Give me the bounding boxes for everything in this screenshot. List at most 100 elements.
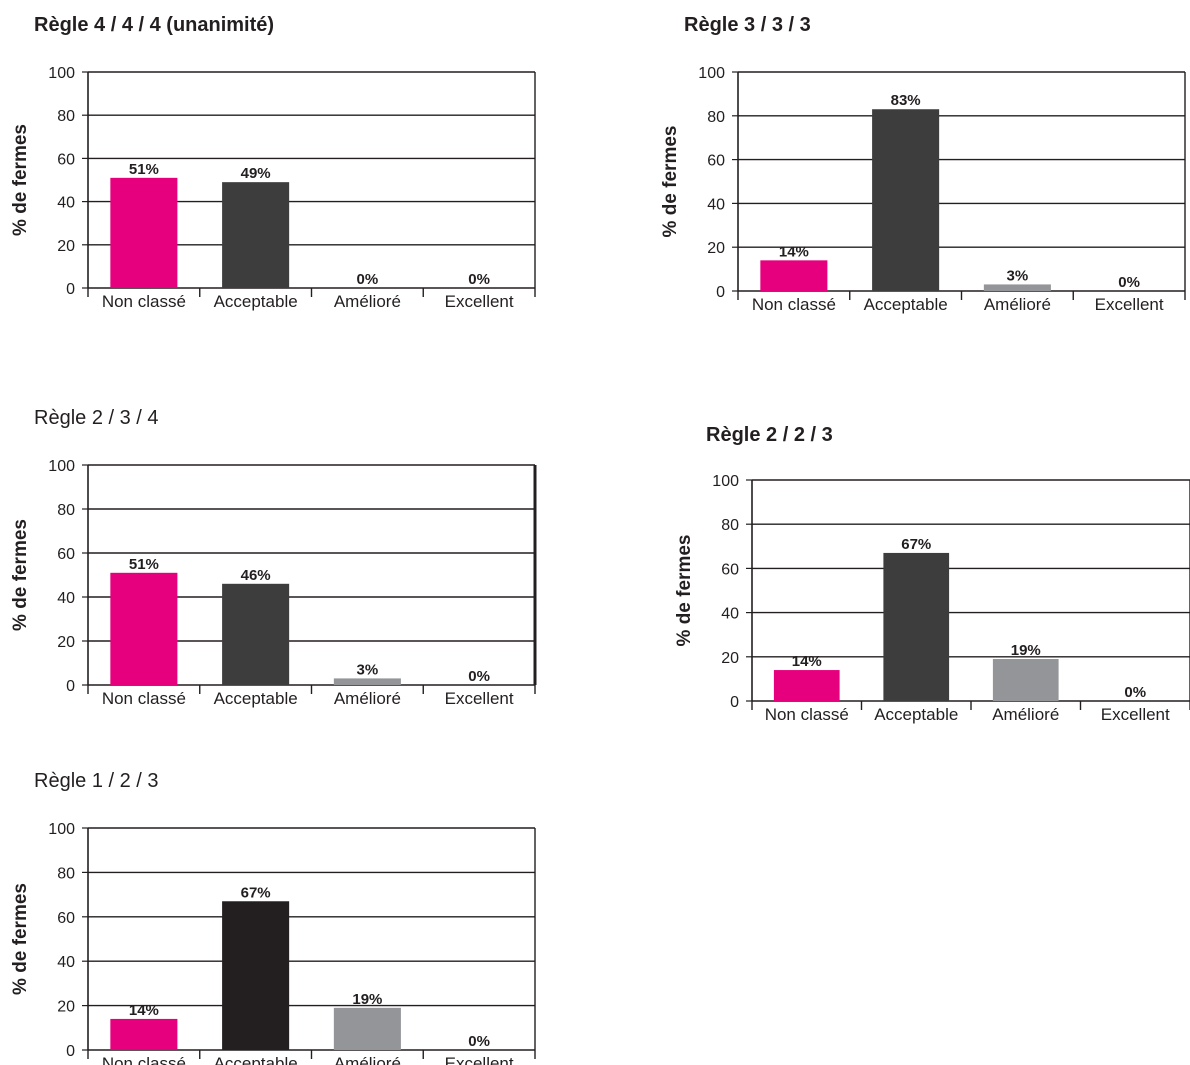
data-label: 67% (241, 884, 271, 901)
y-tick-label: 100 (698, 65, 725, 82)
chart-svg: 0 20 40 60 80 100 14% Non classé 67% Acceptable 19… (674, 473, 1190, 724)
data-label: 0% (1118, 274, 1140, 291)
category-label: Amélioré (334, 292, 401, 311)
category-label: Non classé (102, 292, 186, 311)
category-label: Amélioré (984, 295, 1051, 314)
data-label: 0% (468, 271, 490, 288)
y-tick-label: 60 (57, 910, 75, 927)
data-label: 67% (901, 536, 931, 553)
chart-panel-regle-123: Règle 1 / 2 / 3 0 20 40 60 80 100 14% Non class… (0, 758, 560, 1065)
chart-svg: 0 20 40 60 80 100 14% Non classé 83% Acceptable 3%… (660, 65, 1186, 314)
y-tick-label: 60 (707, 153, 725, 170)
category-label: Excellent (445, 292, 514, 311)
bar-non-classe (110, 1018, 178, 1050)
bar-acceptable (222, 182, 290, 288)
bar-acceptable (872, 109, 940, 291)
chart-title: Règle 1 / 2 / 3 (34, 770, 159, 792)
y-tick-label: 80 (57, 502, 75, 519)
chart-title: Règle 2 / 2 / 3 (706, 424, 833, 446)
chart-panel-regle-333: Règle 3 / 3 / 3 0 20 40 60 80 100 14% Non class… (650, 0, 1190, 340)
bar-non-classe (110, 572, 178, 685)
chart-title: Règle 4 / 4 / 4 (unanimité) (34, 14, 275, 36)
category-label: Acceptable (214, 1054, 298, 1065)
bar-non-classe (760, 260, 828, 291)
y-tick-label: 60 (721, 561, 739, 578)
data-label: 19% (352, 991, 382, 1008)
y-tick-label: 40 (721, 606, 739, 623)
y-tick-label: 40 (57, 195, 75, 212)
y-axis-label: % de fermes (660, 126, 681, 238)
data-label: 83% (891, 92, 921, 109)
data-label: 0% (357, 271, 379, 288)
bar-acceptable (883, 552, 950, 701)
data-label: 14% (792, 653, 822, 670)
data-label: 46% (241, 567, 271, 584)
data-label: 0% (468, 1033, 490, 1050)
category-label: Acceptable (864, 295, 948, 314)
y-tick-label: 60 (57, 546, 75, 563)
y-tick-label: 80 (707, 109, 725, 126)
data-label: 51% (129, 556, 159, 573)
y-axis-label: % de fermes (10, 124, 31, 236)
category-label: Non classé (102, 689, 186, 708)
y-tick-label: 100 (48, 458, 75, 475)
category-label: Amélioré (992, 705, 1059, 724)
data-label: 0% (468, 668, 490, 685)
category-label: Non classé (102, 1054, 186, 1065)
data-label: 14% (779, 243, 809, 260)
y-tick-label: 0 (66, 281, 75, 298)
bar-acceptable (222, 583, 290, 685)
chart-panel-regle-234: Règle 2 / 3 / 4 0 20 40 60 80 100 51% Non class… (0, 395, 560, 725)
y-tick-label: 40 (707, 196, 725, 213)
y-tick-label: 80 (57, 865, 75, 882)
y-tick-label: 0 (66, 1043, 75, 1060)
category-label: Excellent (445, 689, 514, 708)
y-tick-label: 100 (712, 473, 739, 490)
category-label: Excellent (445, 1054, 514, 1065)
category-label: Amélioré (334, 689, 401, 708)
category-label: Excellent (1095, 295, 1164, 314)
data-label: 51% (129, 161, 159, 178)
y-tick-label: 20 (57, 634, 75, 651)
y-tick-label: 20 (57, 238, 75, 255)
y-tick-label: 60 (57, 151, 75, 168)
chart-panel-regle-444: Règle 4 / 4 / 4 (unanimité) 0 20 40 60 80 100… (0, 0, 560, 340)
chart-svg: 0 20 40 60 80 100 51% Non classé 49% Acceptable 0%… (10, 65, 536, 311)
data-label: 0% (1124, 684, 1146, 701)
bar-ameliore (333, 678, 401, 685)
y-axis-label: % de fermes (10, 883, 31, 995)
y-tick-label: 0 (66, 678, 75, 695)
chart-title: Règle 3 / 3 / 3 (684, 14, 811, 36)
chart-title: Règle 2 / 3 / 4 (34, 407, 159, 429)
category-label: Non classé (752, 295, 836, 314)
y-tick-label: 100 (48, 821, 75, 838)
category-label: Acceptable (214, 292, 298, 311)
y-tick-label: 100 (48, 65, 75, 82)
data-label: 3% (357, 661, 379, 678)
y-tick-label: 0 (716, 284, 725, 301)
bar-ameliore (333, 1007, 401, 1050)
y-tick-label: 80 (57, 108, 75, 125)
data-label: 14% (129, 1002, 159, 1019)
chart-svg: 0 20 40 60 80 100 14% Non classé 67% Acceptable 19… (10, 821, 536, 1065)
bar-ameliore (992, 659, 1059, 701)
y-tick-label: 0 (730, 694, 739, 711)
data-label: 3% (1007, 267, 1029, 284)
y-tick-label: 20 (57, 999, 75, 1016)
chart-panel-regle-223: Règle 2 / 2 / 3 0 20 40 60 80 100 14% Non class… (650, 420, 1190, 750)
data-label: 49% (241, 165, 271, 182)
y-tick-label: 40 (57, 954, 75, 971)
y-axis-label: % de fermes (10, 519, 31, 631)
bar-ameliore (983, 284, 1051, 291)
bar-non-classe (110, 177, 178, 288)
chart-svg: 0 20 40 60 80 100 51% Non classé 46% Acceptable 3%… (10, 458, 537, 708)
category-label: Amélioré (334, 1054, 401, 1065)
bar-acceptable (222, 901, 290, 1050)
category-label: Excellent (1101, 705, 1170, 724)
y-tick-label: 20 (721, 650, 739, 667)
y-axis-label: % de fermes (674, 535, 695, 647)
y-tick-label: 40 (57, 590, 75, 607)
category-label: Acceptable (874, 705, 958, 724)
data-label: 19% (1011, 642, 1041, 659)
y-tick-label: 80 (721, 517, 739, 534)
